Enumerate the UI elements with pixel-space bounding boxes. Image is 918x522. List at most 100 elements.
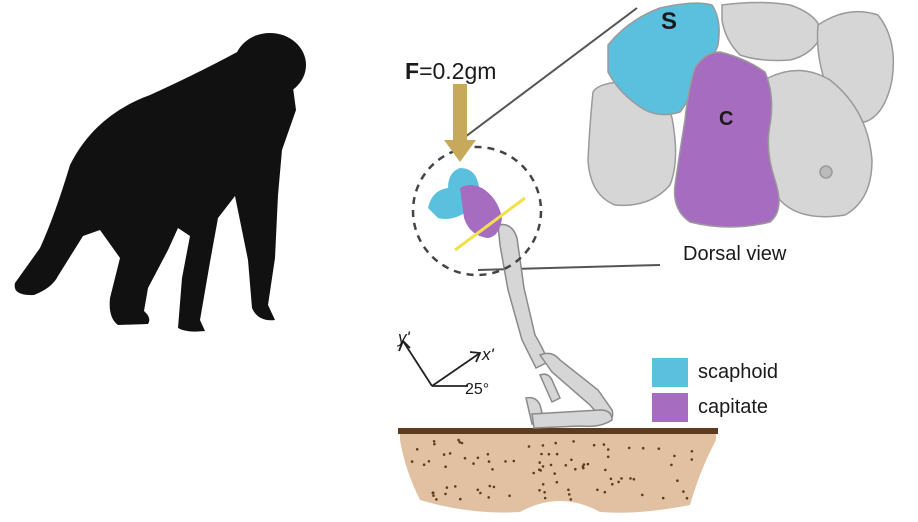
legend-swatch-capitate — [652, 393, 688, 422]
soil-speck — [442, 453, 446, 456]
soil-speck — [476, 456, 480, 460]
soil-speck — [492, 485, 496, 489]
soil-speck — [596, 488, 599, 492]
soil-speck — [547, 452, 551, 456]
soil-speck — [541, 444, 545, 447]
soil-speck — [690, 450, 694, 453]
soil-speck — [504, 460, 507, 463]
soil-speck — [602, 443, 606, 446]
soil-speck — [582, 463, 586, 466]
x-axis-label: x' — [482, 345, 494, 364]
soil-speck — [609, 477, 613, 481]
soil-speck — [586, 462, 590, 466]
soil-speck — [567, 488, 570, 492]
soil-speck — [476, 488, 480, 492]
soil-speck — [572, 440, 575, 443]
zoom-circle — [411, 145, 543, 277]
soil-speck — [553, 472, 556, 475]
soil-speck — [611, 482, 614, 486]
soil-speck — [487, 460, 491, 463]
soil-speck — [549, 463, 553, 467]
forelimb-skeleton — [497, 223, 614, 429]
soil-speck — [574, 467, 577, 471]
soil-speck — [582, 466, 585, 470]
soil-speck — [606, 455, 610, 459]
soil-speck — [457, 438, 460, 442]
soil-speck — [486, 452, 490, 456]
legend-label-capitate: capitate — [698, 396, 769, 418]
soil-speck — [488, 484, 492, 488]
soil-speck — [603, 490, 607, 494]
soil-speck — [632, 477, 636, 481]
soil-speck — [570, 458, 573, 462]
soil-speck — [685, 496, 689, 500]
soil-speck — [568, 493, 571, 496]
coordinate-axes — [398, 339, 482, 387]
soil-speck — [487, 496, 491, 499]
soil-speck — [673, 454, 676, 458]
soil-speck — [415, 448, 419, 451]
soil-speck — [431, 491, 435, 495]
soil-speck — [512, 459, 516, 463]
force-label: F=0.2gm — [405, 58, 496, 85]
dorsal-view-carpals — [587, 1, 895, 228]
soil-speck — [554, 441, 557, 445]
soil-speck — [555, 480, 559, 484]
soil-speck — [432, 494, 435, 497]
capitate-letter: C — [719, 108, 734, 130]
section-line — [454, 196, 526, 252]
soil-speck — [629, 477, 632, 480]
soil-speck — [620, 477, 623, 480]
soil-speck — [435, 498, 438, 501]
soil-speck — [422, 463, 426, 467]
soil-speck — [541, 483, 545, 486]
soil-speck — [592, 443, 596, 447]
ground-substrate — [398, 428, 718, 513]
carpal-foramen — [819, 165, 833, 179]
soil-speck — [538, 468, 541, 472]
legend-item-scaphoid: scaphoid — [652, 358, 778, 387]
soil-speck — [657, 447, 661, 451]
soil-speck — [410, 460, 414, 463]
angle-label: 25° — [465, 381, 490, 398]
soil-speck — [604, 468, 607, 472]
soil-speck — [538, 489, 541, 492]
soil-speck — [555, 452, 559, 456]
soil-speck — [459, 497, 462, 501]
force-value: =0.2gm — [419, 58, 497, 84]
soil-speck — [460, 441, 464, 445]
soil-speck — [540, 452, 543, 456]
soil-speck — [508, 494, 511, 498]
force-arrow — [444, 84, 476, 162]
scaphoid-letter: S — [661, 8, 678, 35]
dorsal-view-label: Dorsal view — [683, 243, 787, 265]
soil-speck — [641, 493, 644, 497]
soil-speck — [569, 498, 573, 501]
chimpanzee-silhouette — [14, 33, 306, 332]
soil-speck — [527, 445, 531, 448]
soil-speck — [543, 496, 547, 500]
soil-speck — [448, 452, 452, 455]
soil-speck — [564, 464, 568, 467]
legend-item-capitate: capitate — [652, 393, 768, 422]
soil-speck — [690, 458, 694, 461]
soil-speck — [432, 440, 436, 443]
soil-speck — [606, 448, 610, 451]
legend-label-scaphoid: scaphoid — [698, 361, 779, 383]
soil-speck — [472, 462, 475, 465]
carpal-bones-small — [428, 168, 502, 238]
soil-speck — [491, 468, 494, 471]
carpal-gray-top — [721, 1, 823, 62]
leader-line-top — [460, 7, 638, 141]
force-symbol: F — [405, 58, 420, 84]
soil-speck — [641, 446, 645, 450]
legend-swatch-scaphoid — [652, 358, 688, 387]
soil-speck — [444, 465, 447, 469]
soil-speck — [627, 446, 631, 450]
soil-speck — [445, 486, 449, 489]
soil-speck — [682, 490, 685, 493]
y-axis-label: y' — [398, 328, 410, 347]
capitate-large — [673, 51, 780, 228]
